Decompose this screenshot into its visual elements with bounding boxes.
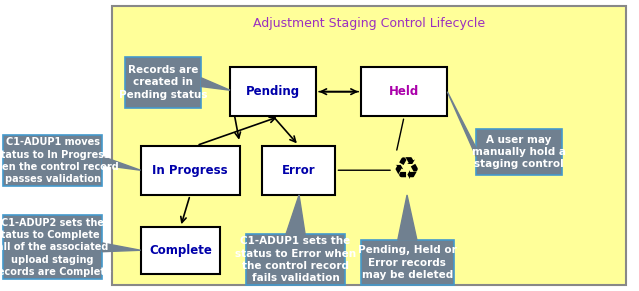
- FancyBboxPatch shape: [125, 57, 201, 108]
- Polygon shape: [102, 157, 141, 170]
- FancyBboxPatch shape: [361, 240, 454, 285]
- Text: C1-ADUP2 sets the
status to Complete if
all of the associated
upload staging
rec: C1-ADUP2 sets the status to Complete if …: [0, 218, 112, 277]
- Text: Held: Held: [389, 85, 419, 98]
- FancyBboxPatch shape: [112, 6, 626, 285]
- Text: Complete: Complete: [149, 244, 212, 257]
- Text: In Progress: In Progress: [152, 164, 228, 177]
- Text: Records are
created in
Pending status: Records are created in Pending status: [119, 65, 207, 100]
- FancyBboxPatch shape: [246, 234, 345, 285]
- Text: A user may
manually hold a
staging control: A user may manually hold a staging contr…: [472, 135, 566, 169]
- Polygon shape: [201, 78, 230, 90]
- Polygon shape: [286, 195, 305, 234]
- Text: Pending, Held or
Error records
may be deleted: Pending, Held or Error records may be de…: [358, 245, 457, 280]
- Polygon shape: [102, 243, 141, 252]
- Text: ♻: ♻: [392, 156, 419, 185]
- FancyBboxPatch shape: [262, 146, 335, 195]
- Text: C1-ADUP1 sets the
status to Error when
the control record
fails validation: C1-ADUP1 sets the status to Error when t…: [235, 236, 356, 283]
- Text: C1-ADUP1 moves
status to In Progress
when the control record
passes validation: C1-ADUP1 moves status to In Progress whe…: [0, 137, 119, 184]
- FancyBboxPatch shape: [361, 67, 447, 116]
- FancyBboxPatch shape: [3, 135, 102, 186]
- FancyBboxPatch shape: [3, 215, 102, 279]
- FancyBboxPatch shape: [141, 146, 240, 195]
- Text: Pending: Pending: [246, 85, 300, 98]
- FancyBboxPatch shape: [476, 129, 562, 175]
- FancyBboxPatch shape: [141, 227, 220, 274]
- Polygon shape: [397, 195, 417, 240]
- FancyBboxPatch shape: [230, 67, 316, 116]
- Polygon shape: [447, 92, 476, 157]
- Text: Error: Error: [282, 164, 316, 177]
- Text: Adjustment Staging Control Lifecycle: Adjustment Staging Control Lifecycle: [253, 17, 485, 31]
